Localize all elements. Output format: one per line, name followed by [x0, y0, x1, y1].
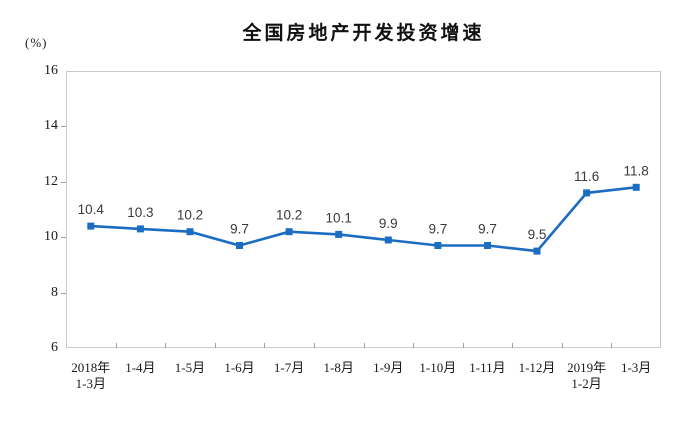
data-point-marker [384, 236, 392, 244]
x-tick-label: 1-4月 [125, 360, 156, 375]
data-point-marker [236, 242, 243, 249]
data-point-marker [335, 230, 343, 238]
y-axis-tick [61, 237, 66, 239]
data-label: 10.4 [78, 202, 105, 217]
data-point-marker [186, 228, 194, 236]
data-label: 10.2 [276, 208, 302, 223]
x-axis-tick [165, 343, 167, 348]
y-tick-label: 8 [51, 284, 58, 300]
x-tick-label: 1-6月 [224, 360, 255, 375]
data-label: 10.1 [326, 210, 352, 225]
x-axis-tick [363, 343, 365, 348]
x-axis-tick [611, 343, 613, 348]
data-point-marker [484, 242, 491, 249]
x-axis-tick [264, 343, 266, 348]
line-chart: 10.4 10.3 10.2 9.7 10.2 10.1 9.9 9.7 9.7 9.5 11.6 1… [78, 163, 649, 255]
y-tick-label: 6 [51, 340, 58, 355]
x-tick-label: 1-11月 [469, 360, 506, 375]
data-label: 11.6 [574, 169, 599, 184]
data-label: 10.3 [127, 205, 153, 220]
y-axis-tick [61, 126, 66, 128]
y-tick-label: 14 [44, 118, 58, 134]
data-point-marker [87, 222, 95, 230]
x-tick-label: 1-7月 [273, 360, 305, 375]
x-tick-label: 2019年 1-2月 [567, 360, 607, 391]
x-axis-labels: 2018年 1-3月 1-4月 1-5月 1-6月 1-7月 1-8月 1-9月 1-10月 1… [66, 360, 661, 392]
x-axis-tick [561, 343, 563, 348]
data-point-marker [434, 242, 442, 249]
x-axis-tick [115, 343, 117, 348]
x-axis-tick [313, 343, 315, 348]
data-point-marker [285, 228, 293, 236]
x-tick-label: 1-5月 [174, 360, 206, 375]
data-line [90, 186, 637, 253]
x-axis-tick [413, 343, 415, 348]
x-tick-label: 1-8月 [323, 360, 354, 375]
x-axis-tick [512, 343, 514, 348]
data-label: 9.5 [528, 227, 547, 242]
data-point-marker [533, 247, 541, 255]
x-tick-label: 1-12月 [518, 360, 556, 375]
x-tick-label: 1-3月 [620, 360, 652, 375]
x-axis-tick [462, 343, 464, 348]
data-point-marker [583, 189, 591, 197]
data-point-marker [136, 225, 144, 233]
y-tick-label: 12 [44, 173, 58, 189]
y-axis-unit-label: (%) [25, 35, 48, 50]
x-tick-label: 2018年 1-3月 [71, 360, 111, 391]
chart-title: 全国房地产开发投资增速 [242, 23, 485, 44]
y-tick-label: 10 [44, 229, 58, 245]
data-label: 10.2 [177, 208, 203, 223]
y-axis-tick [61, 292, 66, 294]
data-label: 9.7 [478, 222, 497, 237]
data-label: 11.8 [624, 163, 649, 178]
data-label: 9.7 [230, 222, 249, 237]
x-axis-tick [214, 343, 216, 348]
x-tick-label: 1-10月 [419, 360, 457, 375]
x-tick-label: 1-9月 [373, 360, 404, 375]
data-point-marker [632, 183, 640, 191]
y-tick-label: 16 [44, 63, 58, 78]
y-axis-tick [61, 181, 66, 183]
data-label: 9.9 [379, 216, 398, 231]
data-label: 9.7 [429, 222, 448, 237]
plot-area [66, 71, 661, 348]
